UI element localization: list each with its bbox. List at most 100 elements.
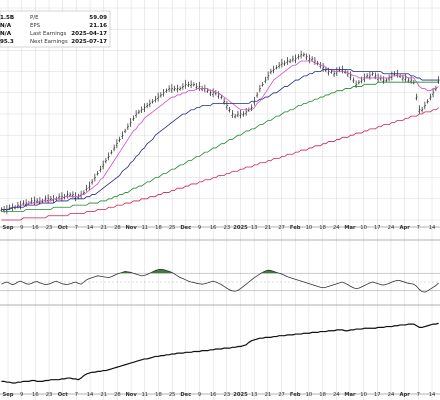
price-bar bbox=[220, 94, 223, 100]
price-bar bbox=[187, 81, 190, 88]
price-bar bbox=[159, 92, 162, 98]
x-tick-label: 14 bbox=[87, 225, 94, 231]
x-tick-label: 17 bbox=[374, 392, 381, 398]
price-bar bbox=[179, 86, 182, 91]
price-bar bbox=[148, 99, 151, 108]
x-axis-lower: Sep 9 16 23 Oct 7 14 21 28 Nov 11 18 25 Dec 9 16 23 2025 1… bbox=[3, 392, 436, 398]
info-box-frame bbox=[0, 10, 111, 48]
price-bar bbox=[168, 85, 171, 92]
price-bar bbox=[66, 190, 69, 199]
x-tick-label: 7 bbox=[75, 392, 78, 398]
info-left-value-2: N/A bbox=[0, 31, 12, 37]
x-tick-label: 28 bbox=[114, 225, 121, 231]
x-tick-label: 14 bbox=[429, 225, 436, 231]
price-bar bbox=[432, 88, 435, 98]
price-bar bbox=[429, 93, 432, 101]
price-bar bbox=[154, 95, 157, 103]
x-tick-label: 16 bbox=[32, 225, 39, 231]
series-line-ma_longest bbox=[1, 107, 439, 221]
price-bar bbox=[181, 83, 184, 90]
x-tick-label: Oct bbox=[58, 225, 68, 231]
x-tick-label: 23 bbox=[224, 225, 231, 231]
oscillator-overbought-fill bbox=[1, 269, 439, 274]
price-bar bbox=[151, 99, 154, 104]
price-bar bbox=[322, 62, 325, 72]
price-bar bbox=[261, 82, 264, 87]
price-bar bbox=[47, 194, 50, 204]
pe-value: 59.09 bbox=[89, 15, 107, 21]
x-tick-label: 10 bbox=[360, 225, 367, 231]
price-bar bbox=[231, 110, 234, 118]
price-bar bbox=[192, 82, 195, 87]
x-tick-label: 16 bbox=[210, 225, 217, 231]
price-bar bbox=[206, 88, 209, 93]
price-bar bbox=[349, 71, 352, 81]
x-tick-label: Sep bbox=[3, 392, 14, 398]
x-tick-label: 21 bbox=[265, 392, 272, 398]
price-bar bbox=[305, 53, 308, 61]
x-tick-label: 24 bbox=[388, 225, 395, 231]
price-bar bbox=[357, 80, 360, 85]
price-bar bbox=[225, 101, 228, 110]
price-bar bbox=[107, 152, 110, 161]
x-tick-label: 10 bbox=[360, 392, 367, 398]
price-bar bbox=[121, 131, 124, 140]
x-tick-label: 7 bbox=[417, 392, 420, 398]
x-tick-label: 25 bbox=[169, 392, 176, 398]
price-bar bbox=[415, 93, 418, 101]
price-bar bbox=[113, 144, 116, 152]
price-bar bbox=[82, 190, 85, 195]
price-bar bbox=[88, 181, 91, 191]
relative-strength-line bbox=[1, 322, 439, 384]
price-bar bbox=[302, 52, 305, 57]
x-tick-label: 25 bbox=[169, 225, 176, 231]
price-bar bbox=[294, 54, 297, 64]
last-earnings-value: 2025-04-17 bbox=[71, 31, 107, 37]
x-tick-label: Dec bbox=[180, 225, 191, 231]
price-bar bbox=[143, 103, 146, 113]
price-bar bbox=[234, 113, 237, 119]
price-bar bbox=[352, 77, 355, 83]
x-tick-label: 24 bbox=[333, 225, 340, 231]
price-bar bbox=[272, 65, 275, 74]
x-tick-label: 28 bbox=[114, 392, 121, 398]
price-bar bbox=[421, 107, 424, 113]
x-tick-label: 2025 bbox=[233, 225, 248, 231]
price-bar bbox=[423, 101, 426, 110]
x-tick-label: Nov bbox=[125, 392, 137, 398]
price-bar bbox=[267, 71, 270, 81]
price-bar bbox=[135, 110, 138, 118]
x-tick-label: 9 bbox=[20, 392, 23, 398]
price-bar bbox=[239, 109, 242, 119]
info-left-value-1: N/A bbox=[0, 23, 12, 29]
x-tick-label: 7 bbox=[75, 225, 78, 231]
x-tick-label: 24 bbox=[388, 392, 395, 398]
price-bar bbox=[217, 91, 220, 99]
price-bar bbox=[124, 128, 127, 134]
price-bar bbox=[410, 76, 413, 84]
price-bar bbox=[118, 136, 121, 143]
pe-label: P/E bbox=[30, 15, 39, 21]
x-axis-upper: Sep 9 16 23 Oct 7 14 21 28 Nov 11 18 25 Dec 9 16 23 2025 1… bbox=[3, 225, 436, 231]
price-bar bbox=[404, 73, 407, 83]
x-tick-label: 11 bbox=[141, 392, 148, 398]
price-bar bbox=[162, 88, 165, 97]
price-bar bbox=[33, 196, 36, 206]
price-bar bbox=[165, 88, 168, 93]
price-bar bbox=[132, 115, 135, 121]
price-bar bbox=[283, 60, 286, 66]
x-tick-label: 23 bbox=[46, 225, 53, 231]
x-tick-label: 10 bbox=[306, 225, 313, 231]
x-tick-label: 21 bbox=[100, 225, 107, 231]
eps-value: 21.16 bbox=[89, 23, 107, 29]
next-earnings-label: Next Earnings bbox=[30, 39, 68, 45]
next-earnings-value: 2025-07-17 bbox=[71, 39, 107, 45]
price-bar bbox=[126, 123, 129, 131]
price-panel bbox=[0, 50, 440, 221]
x-tick-label: 18 bbox=[319, 225, 326, 231]
x-tick-label: 14 bbox=[87, 392, 94, 398]
x-tick-label: Dec bbox=[180, 392, 191, 398]
x-tick-label: 27 bbox=[278, 225, 285, 231]
